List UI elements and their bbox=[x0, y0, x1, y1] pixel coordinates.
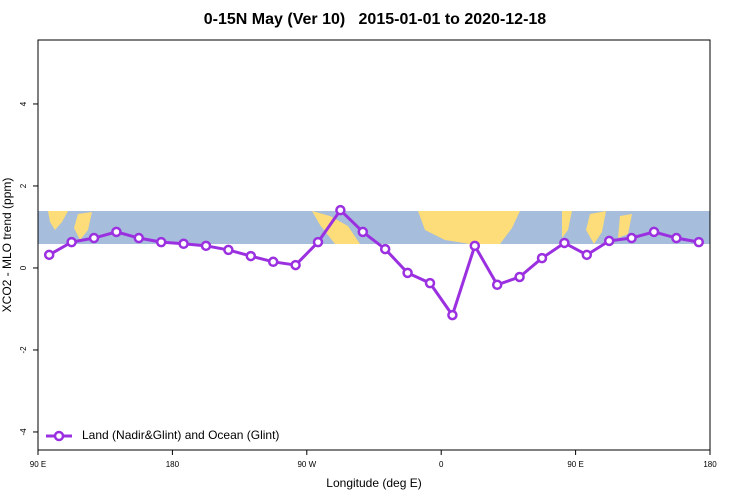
data-point bbox=[581, 249, 593, 261]
data-point bbox=[357, 226, 369, 238]
land bbox=[312, 211, 360, 244]
data-point bbox=[379, 243, 391, 255]
data-point bbox=[671, 232, 682, 244]
y-axis-label: XCO2 - MLO trend (ppm) bbox=[0, 178, 14, 313]
data-point bbox=[155, 236, 167, 248]
data-point bbox=[133, 232, 145, 244]
x-tick-label: 90 W bbox=[297, 460, 316, 469]
y-tick-label: 2 bbox=[19, 183, 28, 188]
x-tick-label: 180 bbox=[703, 460, 717, 469]
plot-frame bbox=[37, 39, 711, 451]
data-point bbox=[66, 236, 77, 248]
y-tick-label: -4 bbox=[19, 428, 28, 436]
land bbox=[48, 211, 68, 230]
legend-label: Land (Nadir&Glint) and Ocean (Glint) bbox=[82, 428, 279, 442]
data-point bbox=[491, 279, 503, 291]
data-point bbox=[178, 238, 189, 250]
y-tick-label: 0 bbox=[19, 265, 28, 270]
data-point bbox=[88, 232, 100, 244]
data-point bbox=[424, 277, 436, 289]
data-point bbox=[603, 235, 615, 247]
data-point bbox=[536, 252, 548, 264]
chart-title: 0-15N May (Ver 10) 2015-01-01 to 2020-12… bbox=[204, 11, 547, 28]
data-point bbox=[447, 309, 458, 321]
y-tick-label: 4 bbox=[19, 101, 28, 106]
data-point bbox=[693, 236, 705, 248]
land bbox=[618, 214, 632, 238]
x-tick-label: 0 bbox=[439, 460, 444, 469]
data-point bbox=[312, 236, 324, 248]
x-axis-label: Longitude (deg E) bbox=[326, 476, 421, 490]
data-point bbox=[111, 226, 122, 238]
legend-marker bbox=[53, 430, 65, 442]
x-tick-label: 90 E bbox=[30, 460, 46, 469]
x-tick-label: 180 bbox=[166, 460, 180, 469]
land bbox=[74, 212, 92, 240]
land bbox=[418, 211, 520, 244]
data-point bbox=[469, 240, 481, 252]
y-tick-label: -2 bbox=[19, 346, 28, 354]
data-point bbox=[267, 256, 279, 268]
data-point bbox=[648, 226, 660, 238]
data-point bbox=[200, 240, 212, 252]
land bbox=[586, 211, 606, 244]
data-point bbox=[290, 259, 301, 271]
x-tick-label: 90 E bbox=[567, 460, 583, 469]
data-point bbox=[514, 271, 525, 283]
data-point bbox=[626, 232, 637, 244]
data-point bbox=[43, 249, 55, 261]
land bbox=[562, 211, 572, 238]
data-point bbox=[559, 237, 570, 249]
data-point bbox=[223, 244, 234, 256]
data-point bbox=[245, 250, 257, 262]
map-band bbox=[38, 211, 710, 244]
data-point bbox=[402, 267, 413, 279]
data-point bbox=[335, 204, 346, 216]
